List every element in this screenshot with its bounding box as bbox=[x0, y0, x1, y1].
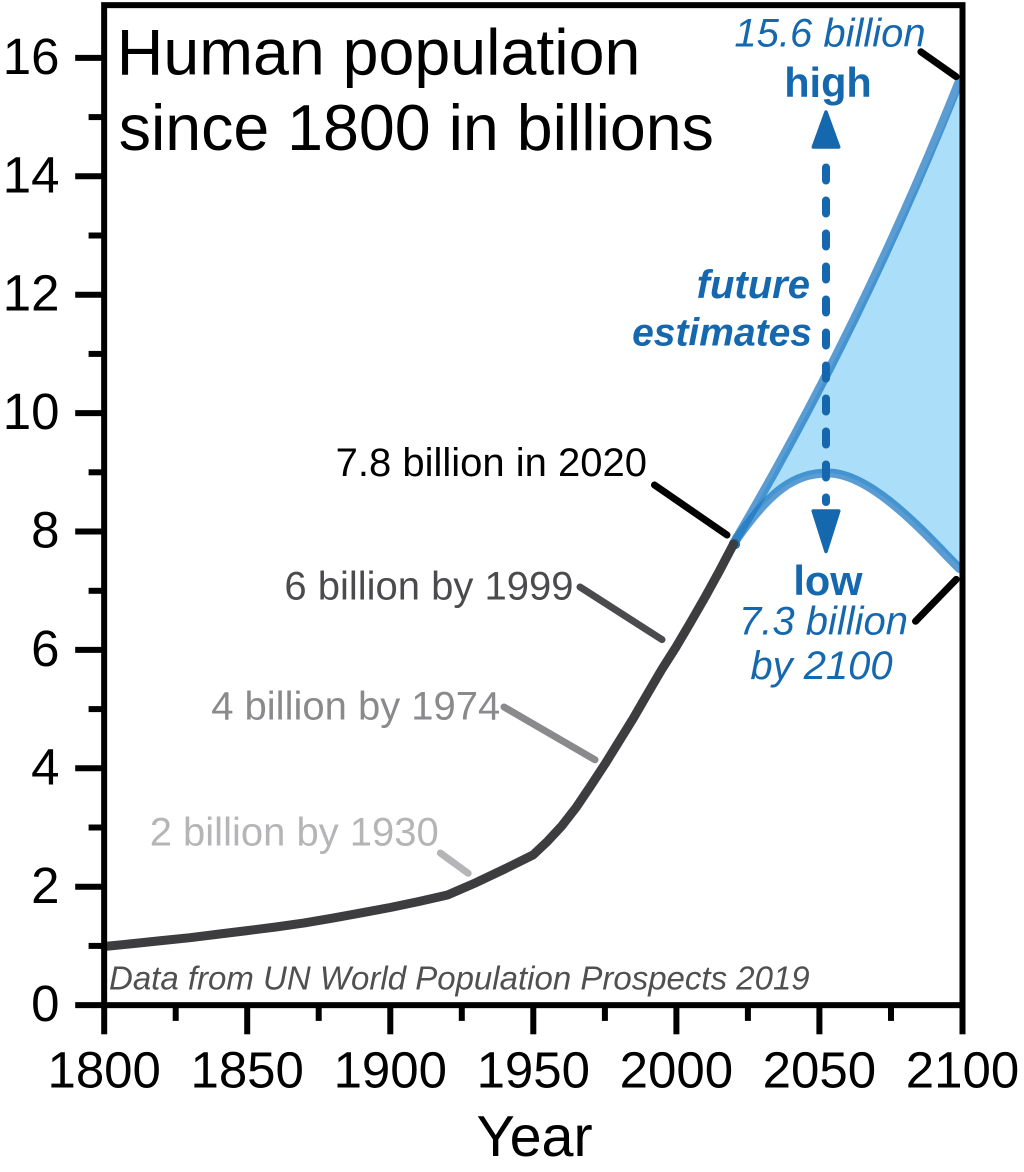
svg-text:0: 0 bbox=[31, 975, 59, 1032]
svg-text:since 1800 in billions: since 1800 in billions bbox=[119, 92, 714, 164]
svg-text:estimates: estimates bbox=[632, 312, 812, 355]
svg-text:2000: 2000 bbox=[620, 1042, 733, 1099]
svg-text:16: 16 bbox=[3, 28, 60, 85]
svg-text:high: high bbox=[784, 59, 872, 106]
svg-text:1800: 1800 bbox=[47, 1042, 160, 1099]
svg-text:Human population: Human population bbox=[117, 16, 641, 88]
svg-text:2: 2 bbox=[31, 857, 59, 914]
svg-text:12: 12 bbox=[3, 265, 60, 322]
svg-text:Data from UN World Population: Data from UN World Population Prospects … bbox=[109, 960, 810, 997]
svg-text:2050: 2050 bbox=[763, 1042, 876, 1099]
svg-text:10: 10 bbox=[3, 383, 60, 440]
svg-text:2 billion by 1930: 2 billion by 1930 bbox=[150, 811, 439, 855]
svg-text:15.6 billion: 15.6 billion bbox=[734, 12, 925, 56]
svg-text:6: 6 bbox=[31, 620, 59, 677]
svg-text:future: future bbox=[697, 263, 810, 307]
svg-text:1900: 1900 bbox=[334, 1042, 447, 1099]
svg-text:7.3 billion: 7.3 billion bbox=[739, 600, 908, 644]
svg-text:1950: 1950 bbox=[477, 1042, 590, 1099]
svg-text:14: 14 bbox=[3, 146, 60, 203]
svg-text:1850: 1850 bbox=[190, 1042, 303, 1099]
svg-text:6 billion by 1999: 6 billion by 1999 bbox=[284, 565, 573, 609]
svg-text:low: low bbox=[793, 557, 863, 604]
svg-text:7.8 billion in 2020: 7.8 billion in 2020 bbox=[336, 441, 647, 485]
svg-text:Year: Year bbox=[477, 1105, 593, 1169]
svg-text:by 2100: by 2100 bbox=[750, 644, 892, 688]
svg-text:2100: 2100 bbox=[906, 1042, 1019, 1099]
svg-text:4: 4 bbox=[31, 738, 59, 795]
svg-text:8: 8 bbox=[31, 502, 59, 559]
svg-text:4 billion by 1974: 4 billion by 1974 bbox=[211, 685, 500, 729]
